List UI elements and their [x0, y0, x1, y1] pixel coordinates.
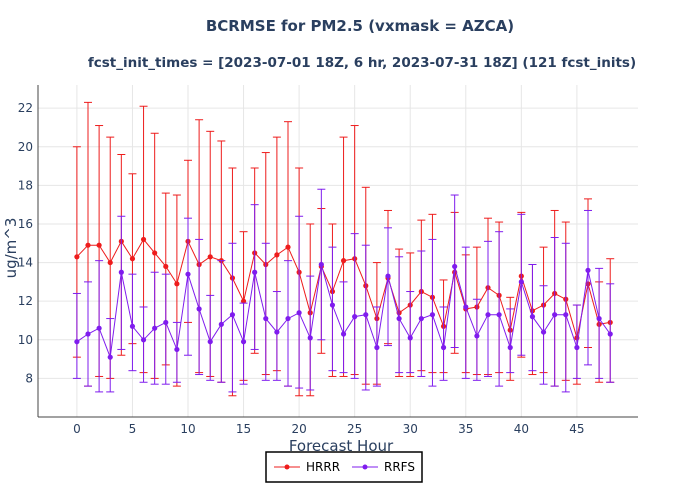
rrfs-point[interactable]: [140, 337, 147, 343]
x-tick-label: 5: [129, 422, 137, 436]
rrfs-point[interactable]: [274, 329, 280, 335]
hrrr-point[interactable]: [285, 244, 291, 250]
hrrr-point[interactable]: [240, 298, 247, 304]
x-axis-label: Forecast Hour: [289, 437, 394, 455]
legend-rrfs-marker: [362, 464, 368, 470]
rrfs-point[interactable]: [218, 321, 224, 327]
rrfs-point[interactable]: [318, 261, 324, 268]
rrfs-point[interactable]: [574, 344, 580, 351]
rrfs-point[interactable]: [474, 333, 480, 339]
x-tick-label: 30: [403, 422, 418, 436]
chart-title: BCRMSE for PM2.5 (vxmask = AZCA): [206, 17, 514, 35]
rrfs-point[interactable]: [163, 319, 169, 326]
rrfs-point[interactable]: [485, 312, 491, 318]
rrfs-point[interactable]: [418, 315, 424, 322]
rrfs-point[interactable]: [352, 314, 358, 320]
rrfs-point[interactable]: [329, 302, 336, 308]
hrrr-point[interactable]: [96, 242, 102, 248]
rrfs-point[interactable]: [440, 344, 447, 351]
rrfs-point[interactable]: [129, 323, 136, 329]
rrfs-point[interactable]: [340, 331, 347, 337]
hrrr-point[interactable]: [163, 263, 169, 270]
x-tick-label: 40: [514, 422, 529, 436]
rrfs-point[interactable]: [585, 267, 591, 273]
y-tick-label: 14: [18, 256, 33, 270]
rrfs-point[interactable]: [563, 312, 569, 318]
hrrr-point[interactable]: [74, 254, 80, 260]
hrrr-point[interactable]: [152, 250, 158, 256]
y-tick-label: 20: [18, 140, 33, 154]
hrrr-point[interactable]: [174, 281, 180, 287]
rrfs-point[interactable]: [85, 331, 91, 337]
legend-rrfs-label: RRFS: [384, 460, 415, 474]
legend-box: [265, 451, 423, 483]
hrrr-point[interactable]: [129, 256, 136, 262]
y-tick-label: 8: [25, 371, 33, 385]
rrfs-point[interactable]: [540, 329, 547, 335]
legend[interactable]: HRRR RRFS: [265, 451, 423, 483]
y-tick-label: 10: [18, 333, 33, 347]
rrfs-point[interactable]: [607, 331, 613, 337]
rrfs-point[interactable]: [229, 312, 236, 318]
rrfs-point[interactable]: [507, 344, 513, 351]
rrfs-point[interactable]: [518, 279, 524, 285]
rrfs-point[interactable]: [529, 314, 536, 320]
rrfs-point[interactable]: [374, 344, 380, 351]
x-tick-label: 15: [236, 422, 251, 436]
y-tick-label: 16: [18, 217, 33, 231]
rrfs-point[interactable]: [363, 312, 369, 318]
rrfs-point[interactable]: [196, 306, 202, 312]
legend-hrrr-marker: [284, 464, 290, 470]
rrfs-point[interactable]: [596, 315, 602, 322]
rrfs-point[interactable]: [463, 304, 469, 310]
rrfs-point[interactable]: [396, 315, 402, 322]
chart-subtitle: fcst_init_times = [2023-07-01 18Z, 6 hr,…: [88, 55, 636, 71]
x-tick-label: 0: [73, 422, 81, 436]
rrfs-point[interactable]: [118, 269, 124, 275]
rrfs-point[interactable]: [429, 312, 436, 318]
hrrr-point[interactable]: [107, 259, 113, 266]
rrfs-point[interactable]: [407, 335, 413, 341]
rrfs-point[interactable]: [107, 354, 113, 360]
y-axis-ticks: 8 10 12 14 16 18 20 22: [18, 101, 33, 385]
rrfs-point[interactable]: [296, 310, 302, 316]
series-rrfs: [72, 188, 615, 393]
rrfs-point[interactable]: [252, 269, 258, 275]
y-tick-label: 12: [18, 294, 33, 308]
rrfs-point[interactable]: [285, 315, 291, 322]
hrrr-point[interactable]: [274, 252, 280, 258]
rrfs-point[interactable]: [263, 315, 269, 322]
hrrr-point[interactable]: [85, 242, 91, 248]
y-axis-label: ug/m^3: [2, 218, 20, 279]
x-tick-label: 25: [347, 422, 362, 436]
rrfs-point[interactable]: [152, 325, 158, 331]
plot-area: [72, 101, 615, 397]
hrrr-point[interactable]: [140, 236, 147, 243]
x-tick-label: 35: [458, 422, 473, 436]
hrrr-point[interactable]: [207, 254, 213, 260]
x-tick-label: 20: [291, 422, 306, 436]
rrfs-point[interactable]: [207, 339, 213, 345]
x-tick-label: 10: [180, 422, 195, 436]
y-tick-label: 18: [18, 178, 33, 192]
rrfs-point[interactable]: [552, 312, 558, 318]
y-tick-label: 22: [18, 101, 33, 115]
rrfs-point[interactable]: [96, 325, 102, 331]
rrfs-point[interactable]: [74, 339, 80, 345]
x-tick-label: 45: [569, 422, 584, 436]
legend-hrrr-label: HRRR: [306, 460, 340, 474]
rrfs-point[interactable]: [307, 335, 313, 341]
x-axis-ticks: 0 5 10 15 20 25 30 35 40 45: [73, 422, 584, 436]
rrfs-point[interactable]: [452, 263, 458, 270]
rrfs-point[interactable]: [240, 339, 247, 345]
rrfs-point[interactable]: [496, 312, 502, 318]
rrfs-point[interactable]: [385, 273, 391, 279]
rrfs-point[interactable]: [174, 346, 180, 353]
hrrr-point[interactable]: [340, 258, 347, 264]
rrfs-point[interactable]: [185, 271, 191, 277]
